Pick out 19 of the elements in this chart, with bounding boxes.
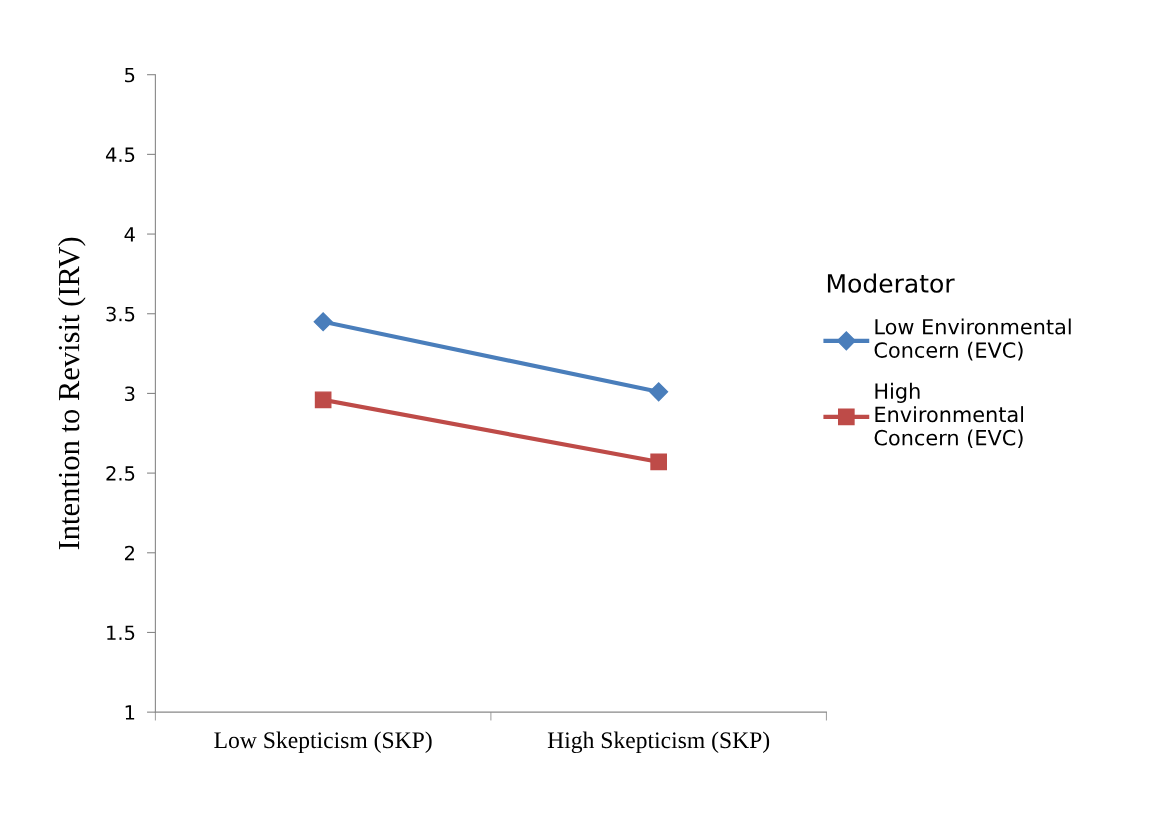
legend-label: High Environmental Concern (EVC) xyxy=(874,382,1024,449)
point xyxy=(313,312,333,332)
point xyxy=(650,453,667,471)
y-tick-label: 5 xyxy=(125,67,135,83)
x-tick-label: Low Skepticism (SKP) xyxy=(214,731,432,753)
y-axis-title: Intention to Revisit (IRV) xyxy=(57,237,86,550)
y-tick-label: 4.5 xyxy=(105,147,135,163)
y-tick-label: 2.5 xyxy=(106,466,135,481)
y-tick-label: 3 xyxy=(125,386,135,402)
y-tick-label: 1 xyxy=(125,705,135,720)
x-tick-label: High Skepticism (SKP) xyxy=(547,731,770,754)
y-tick-label: 1.5 xyxy=(107,625,135,641)
y-tick-label: 2 xyxy=(124,545,134,561)
y-tick-label: 4 xyxy=(124,227,135,242)
legend-title: Moderator xyxy=(827,273,955,293)
y-tick-label: 3.5 xyxy=(106,306,135,322)
point xyxy=(314,391,332,409)
legend-label: Low Environmental Concern (EVC) xyxy=(874,318,1071,361)
point xyxy=(649,382,669,402)
